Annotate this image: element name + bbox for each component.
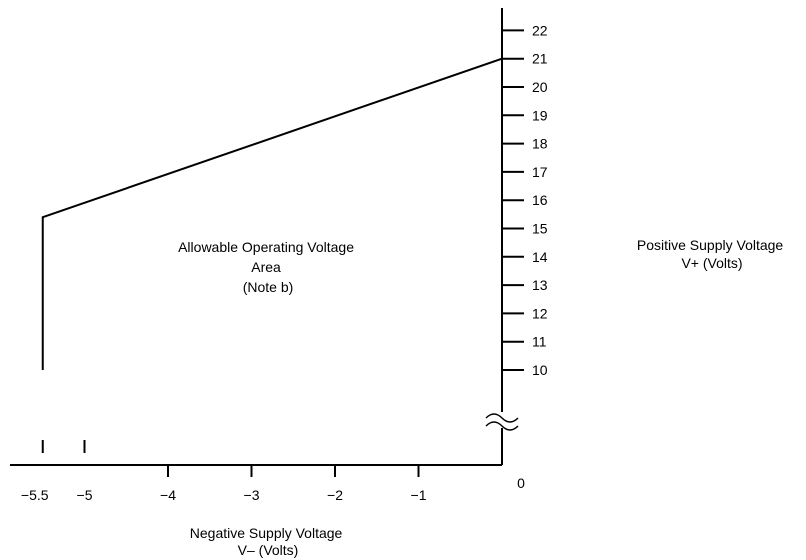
y-axis-label: Positive Supply Voltage V+ (Volts) — [637, 237, 787, 271]
x-tick-label: −5 — [77, 487, 93, 503]
x-tick-label: −3 — [244, 487, 260, 503]
y-tick-label: 20 — [532, 79, 548, 95]
annotation-line-3: (Note b) — [243, 279, 294, 295]
y-ticks: 10 11 12 13 14 15 16 17 18 19 20 21 22 — [502, 22, 548, 378]
y-axis-label-line-1: Positive Supply Voltage — [637, 237, 784, 253]
x-axis-label-line-1: Negative Supply Voltage — [190, 525, 343, 541]
x-tick-label: −5.5 — [21, 487, 49, 503]
y-tick-label: 19 — [532, 107, 548, 123]
y-tick-label: 14 — [532, 249, 548, 265]
y-tick-label: 22 — [532, 22, 548, 38]
y-tick-label: 13 — [532, 277, 548, 293]
origin-label: 0 — [517, 475, 525, 491]
x-tick-label: −2 — [327, 487, 343, 503]
x-tick-label: −1 — [411, 487, 427, 503]
annotation-line-2: Area — [251, 259, 281, 275]
x-axis-label: Negative Supply Voltage V– (Volts) — [190, 525, 346, 558]
y-tick-label: 21 — [532, 51, 548, 67]
y-tick-label: 10 — [532, 362, 548, 378]
operating-area-outline — [41, 57, 503, 370]
y-axis-label-line-2: V+ (Volts) — [681, 255, 742, 271]
y-tick-label: 16 — [532, 192, 548, 208]
annotation: Allowable Operating Voltage Area (Note b… — [178, 239, 358, 295]
y-tick-label: 11 — [532, 334, 547, 350]
x-ticks: −5.5 −5 −4 −3 −2 −1 — [21, 440, 427, 503]
axis-break-icon — [484, 412, 519, 431]
y-tick-label: 17 — [532, 164, 548, 180]
x-tick-label: −4 — [160, 487, 176, 503]
annotation-line-1: Allowable Operating Voltage — [178, 239, 354, 255]
y-tick-label: 18 — [532, 136, 548, 152]
x-axis-label-line-2: V– (Volts) — [238, 542, 299, 558]
y-tick-label: 12 — [532, 305, 548, 321]
y-tick-label: 15 — [532, 221, 548, 237]
